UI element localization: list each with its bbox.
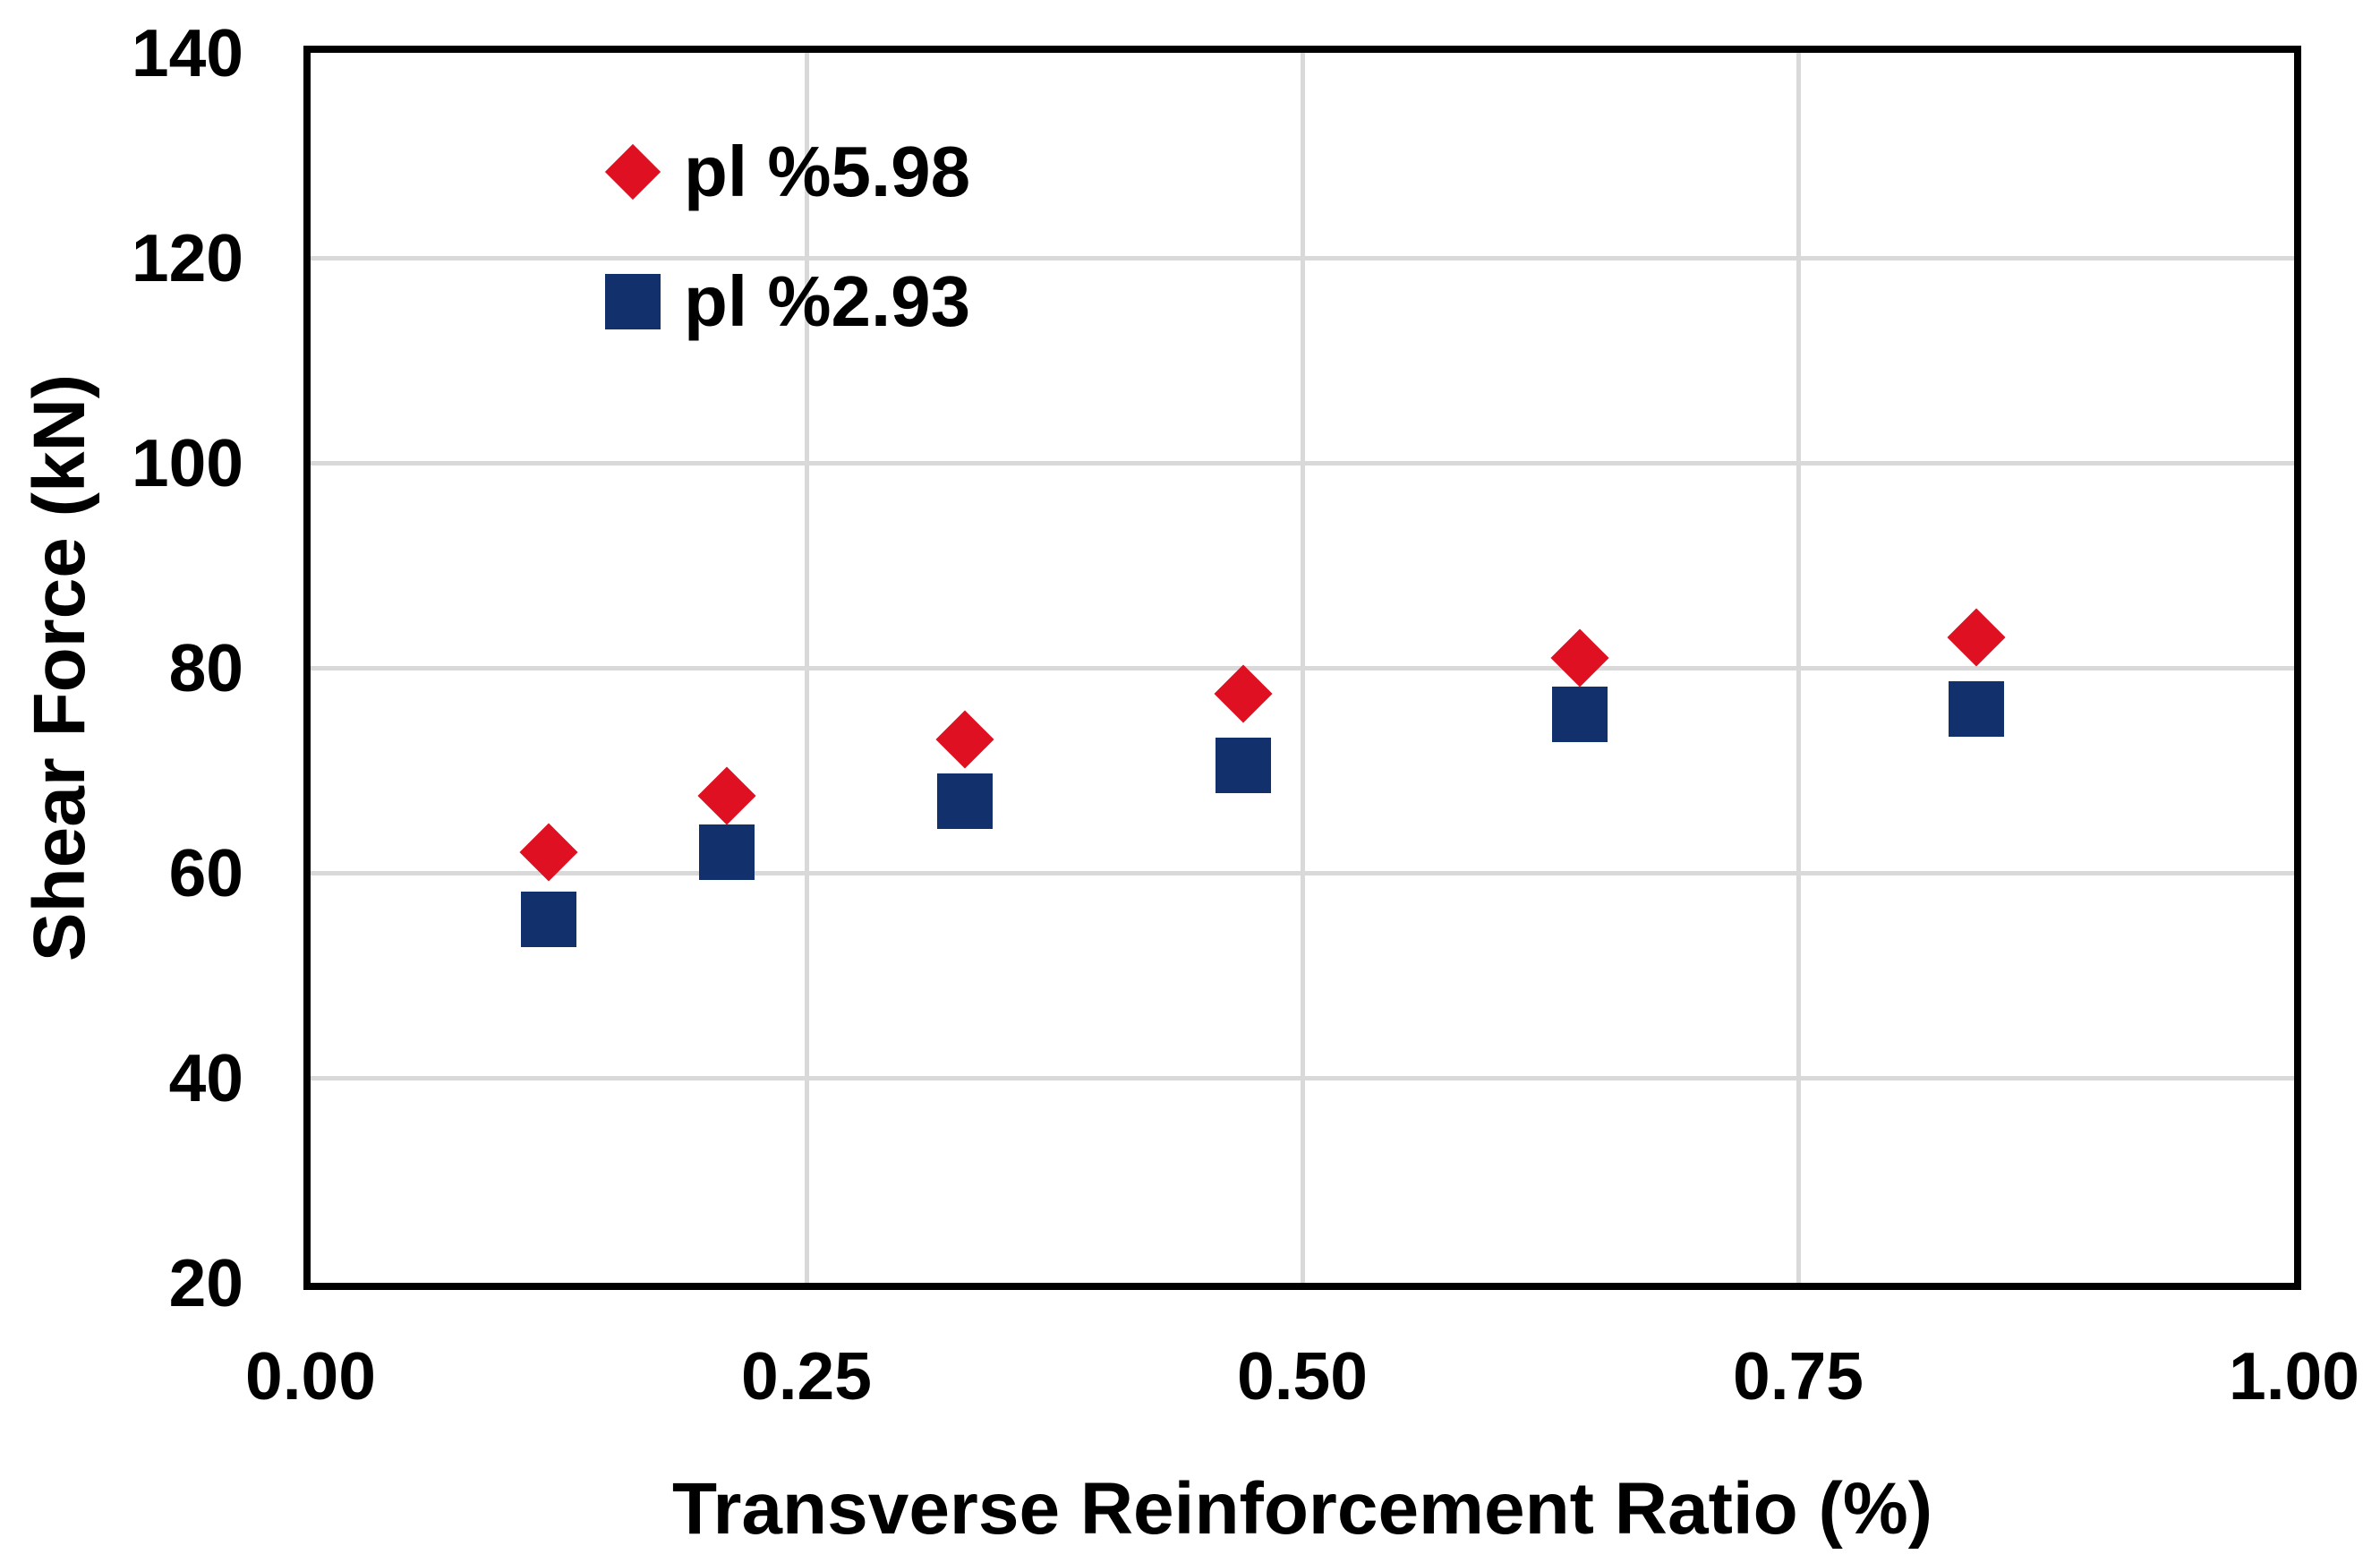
- data-point-diamond-3: [1213, 664, 1273, 723]
- x-axis-title: Transverse Reinforcement Ratio (%): [671, 1468, 1933, 1550]
- y-tick-label-100: 100: [131, 425, 243, 500]
- x-tick-label-0.25: 0.25: [741, 1338, 872, 1414]
- data-point-square-0: [520, 891, 576, 947]
- x-tick-label-0.00: 0.00: [245, 1338, 376, 1414]
- x-tick-label-0.75: 0.75: [1733, 1338, 1864, 1414]
- data-point-square-3: [1215, 737, 1271, 793]
- y-tick-label-60: 60: [168, 835, 243, 910]
- legend-square-icon: [605, 274, 661, 329]
- data-point-diamond-2: [935, 710, 994, 769]
- data-point-square-1: [699, 824, 755, 881]
- y-tick-label-80: 80: [168, 630, 243, 705]
- data-point-diamond-4: [1550, 628, 1609, 688]
- x-tick-label-0.50: 0.50: [1237, 1338, 1368, 1414]
- legend-item-pl-2-93: pl %2.93: [605, 261, 970, 342]
- y-tick-label-20: 20: [168, 1245, 243, 1320]
- v-gridline-0.75: [1796, 53, 1801, 1283]
- data-point-square-4: [1552, 686, 1608, 742]
- v-gridline-0.25: [805, 53, 809, 1283]
- legend-item-pl-5-98: pl %5.98: [604, 132, 971, 212]
- legend-diamond-icon: [604, 143, 661, 201]
- y-tick-label-120: 120: [131, 220, 243, 295]
- data-point-square-2: [937, 773, 994, 829]
- data-point-diamond-1: [697, 766, 756, 825]
- data-point-diamond-5: [1947, 608, 2006, 667]
- legend-label: pl %2.93: [684, 261, 971, 341]
- y-tick-label-40: 40: [168, 1040, 243, 1115]
- data-point-square-5: [1949, 680, 2005, 737]
- y-tick-label-140: 140: [131, 15, 243, 90]
- x-tick-label-1.00: 1.00: [2229, 1338, 2359, 1414]
- legend-label: pl %5.98: [684, 132, 971, 211]
- plot-area: pl %5.98 pl %2.93: [303, 46, 2301, 1290]
- v-gridline-0.50: [1301, 53, 1305, 1283]
